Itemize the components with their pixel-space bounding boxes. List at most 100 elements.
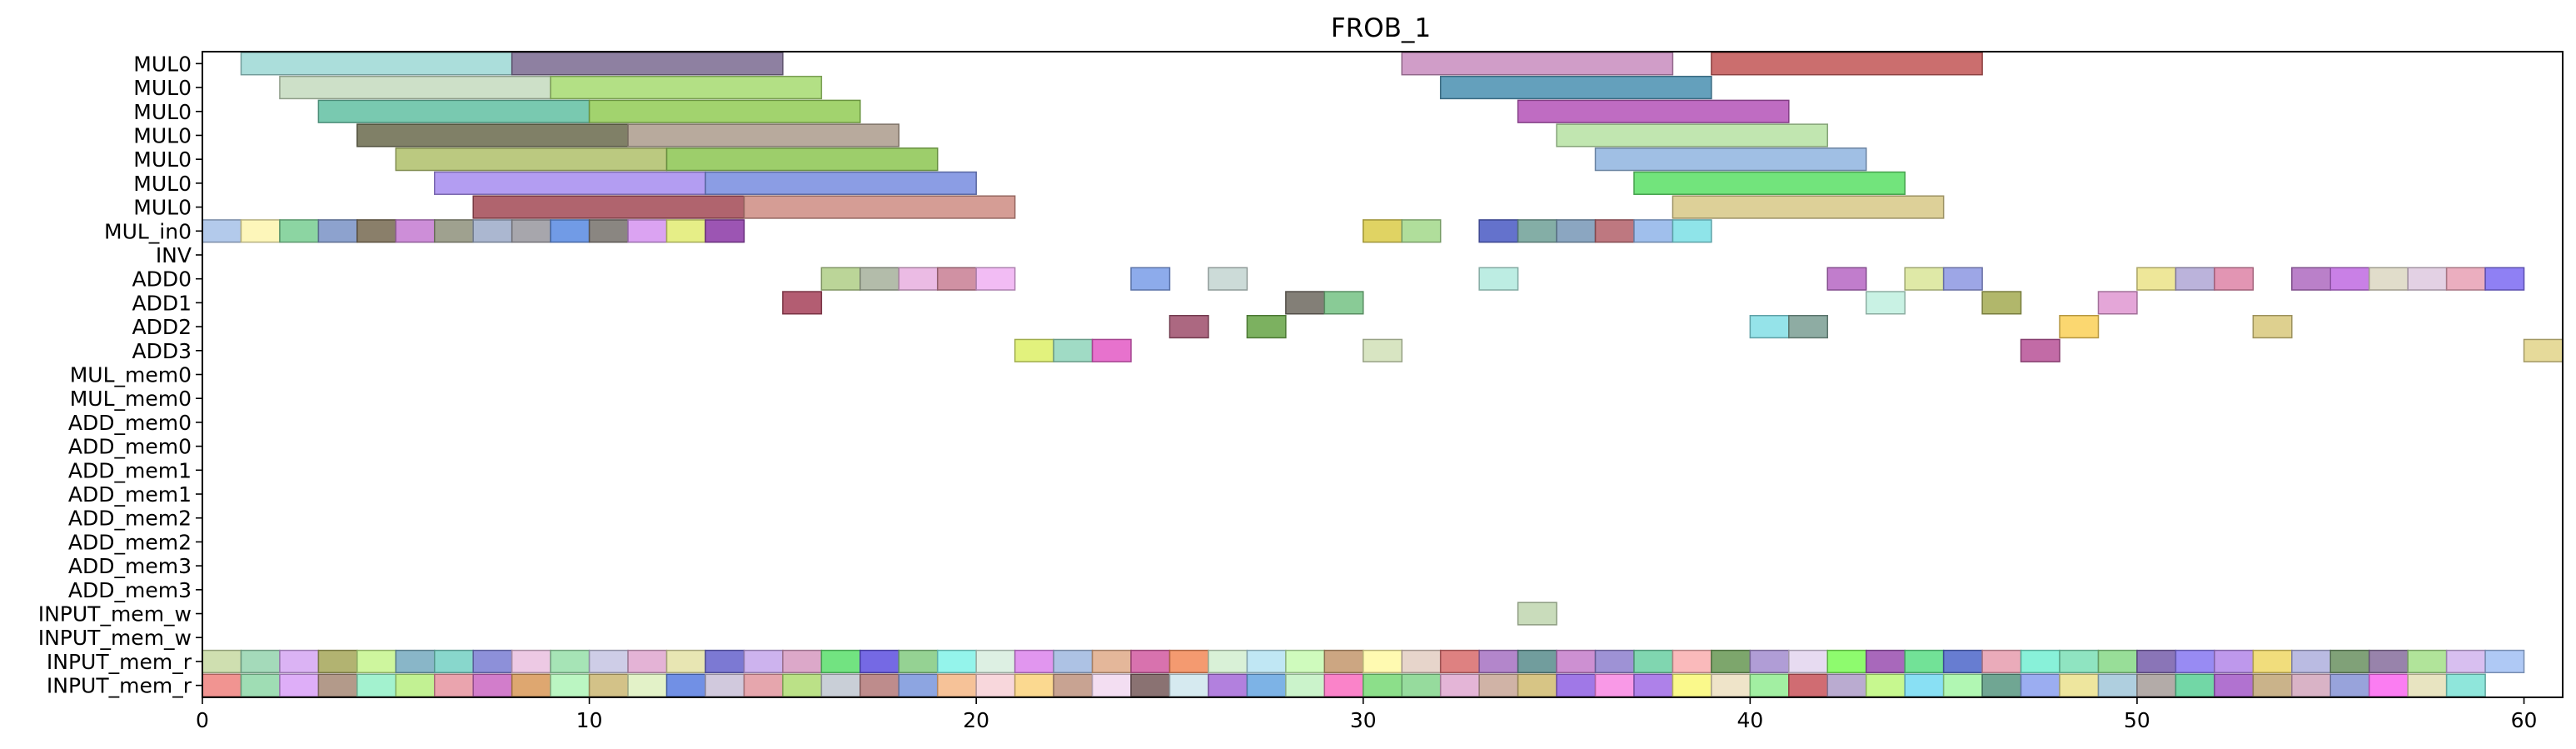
memory-bar	[859, 649, 900, 674]
memory-bar	[1865, 673, 1906, 697]
y-tick-label: ADD_mem0	[68, 435, 192, 459]
task-bar	[2291, 267, 2331, 291]
memory-bar	[2059, 649, 2100, 674]
memory-bar	[1285, 673, 1326, 697]
bars-layer	[202, 52, 2564, 697]
memory-bar	[588, 673, 629, 697]
y-tick-label: MUL0	[133, 100, 192, 124]
task-bar	[395, 219, 436, 243]
task-bar	[1942, 267, 1983, 291]
task-bar	[1904, 267, 1945, 291]
memory-bar	[1014, 649, 1054, 674]
memory-bar	[1942, 673, 1983, 697]
memory-bar	[317, 649, 358, 674]
memory-bar	[1053, 649, 1094, 674]
memory-bar	[936, 649, 977, 674]
memory-bar	[1478, 649, 1519, 674]
task-bar	[1556, 123, 1829, 147]
memory-bar	[511, 649, 551, 674]
memory-bar	[1594, 649, 1635, 674]
memory-bar	[1788, 649, 1829, 674]
task-bar	[1865, 291, 1906, 315]
memory-bar	[472, 649, 513, 674]
x-axis: 0 10 20 30 40 50 60	[196, 697, 2537, 732]
memory-bar	[2252, 649, 2293, 674]
x-tick-label: 0	[196, 708, 209, 732]
memory-bar	[2368, 673, 2409, 697]
task-bar	[743, 195, 1016, 219]
memory-bar	[936, 673, 977, 697]
x-tick-label: 10	[576, 708, 603, 732]
task-bar	[1053, 338, 1094, 362]
y-tick-label: ADD_mem3	[68, 578, 192, 602]
task-bar	[1711, 52, 1983, 76]
memory-bar	[2252, 673, 2293, 697]
y-tick-label: MUL0	[133, 196, 192, 220]
memory-bar	[2445, 649, 2486, 674]
memory-bar	[898, 649, 939, 674]
memory-bar	[2407, 673, 2448, 697]
y-tick-label: INPUT_mem_r	[47, 674, 192, 698]
task-bar	[859, 267, 900, 291]
task-bar	[2484, 267, 2525, 291]
task-bar	[1749, 314, 1790, 339]
task-bar	[317, 99, 590, 123]
y-tick-label: MUL0	[133, 172, 192, 196]
y-tick-label: ADD3	[132, 339, 192, 363]
task-bar	[2097, 291, 2138, 315]
task-bar	[2523, 338, 2564, 362]
task-bar	[279, 219, 320, 243]
task-bar	[898, 267, 939, 291]
task-bar	[1168, 314, 1209, 339]
y-tick-label: ADD_mem1	[68, 482, 192, 507]
y-tick-label: ADD_mem2	[68, 530, 192, 554]
task-bar	[2214, 267, 2255, 291]
y-tick-label: ADD0	[132, 267, 192, 292]
memory-bar	[627, 649, 668, 674]
task-bar	[2136, 267, 2177, 291]
memory-bar	[1865, 649, 1906, 674]
memory-bar	[1285, 649, 1326, 674]
y-tick-label: INPUT_mem_w	[38, 626, 192, 650]
y-tick-label: ADD_mem2	[68, 507, 192, 531]
memory-bar	[2175, 673, 2215, 697]
task-bar	[1363, 338, 1403, 362]
task-bar	[2368, 267, 2409, 291]
memory-bar	[1091, 649, 1132, 674]
task-bar	[975, 267, 1016, 291]
memory-bar	[2020, 649, 2060, 674]
task-bar	[1323, 291, 1364, 315]
task-bar	[317, 219, 358, 243]
memory-bar	[472, 673, 513, 697]
y-tick-label: MUL0	[133, 123, 192, 147]
memory-bar	[1942, 649, 1983, 674]
task-bar	[1478, 267, 1519, 291]
task-bar	[1633, 171, 1906, 195]
task-bar	[395, 147, 668, 172]
task-bar	[705, 171, 977, 195]
memory-bar	[820, 673, 861, 697]
memory-bar	[2097, 673, 2138, 697]
task-bar	[1091, 338, 1132, 362]
memory-bar	[2136, 649, 2177, 674]
y-tick-label: MUL_mem0	[70, 363, 192, 387]
task-bar	[2252, 314, 2293, 339]
memory-bar	[434, 673, 474, 697]
task-bar	[627, 123, 900, 147]
memory-bar	[782, 673, 823, 697]
memory-bar	[705, 673, 745, 697]
memory-bar	[2214, 673, 2255, 697]
memory-bar	[2020, 673, 2060, 697]
memory-bar	[2329, 649, 2370, 674]
y-tick-label: MUL0	[133, 76, 192, 100]
task-bar	[1517, 219, 1557, 243]
task-bar	[1208, 267, 1248, 291]
memory-bar	[1208, 673, 1248, 697]
task-bar	[240, 52, 513, 76]
memory-bar	[434, 649, 474, 674]
memory-bar	[2445, 673, 2486, 697]
y-tick-label: INV	[156, 243, 192, 267]
task-bar	[550, 75, 823, 100]
task-bar	[1594, 219, 1635, 243]
